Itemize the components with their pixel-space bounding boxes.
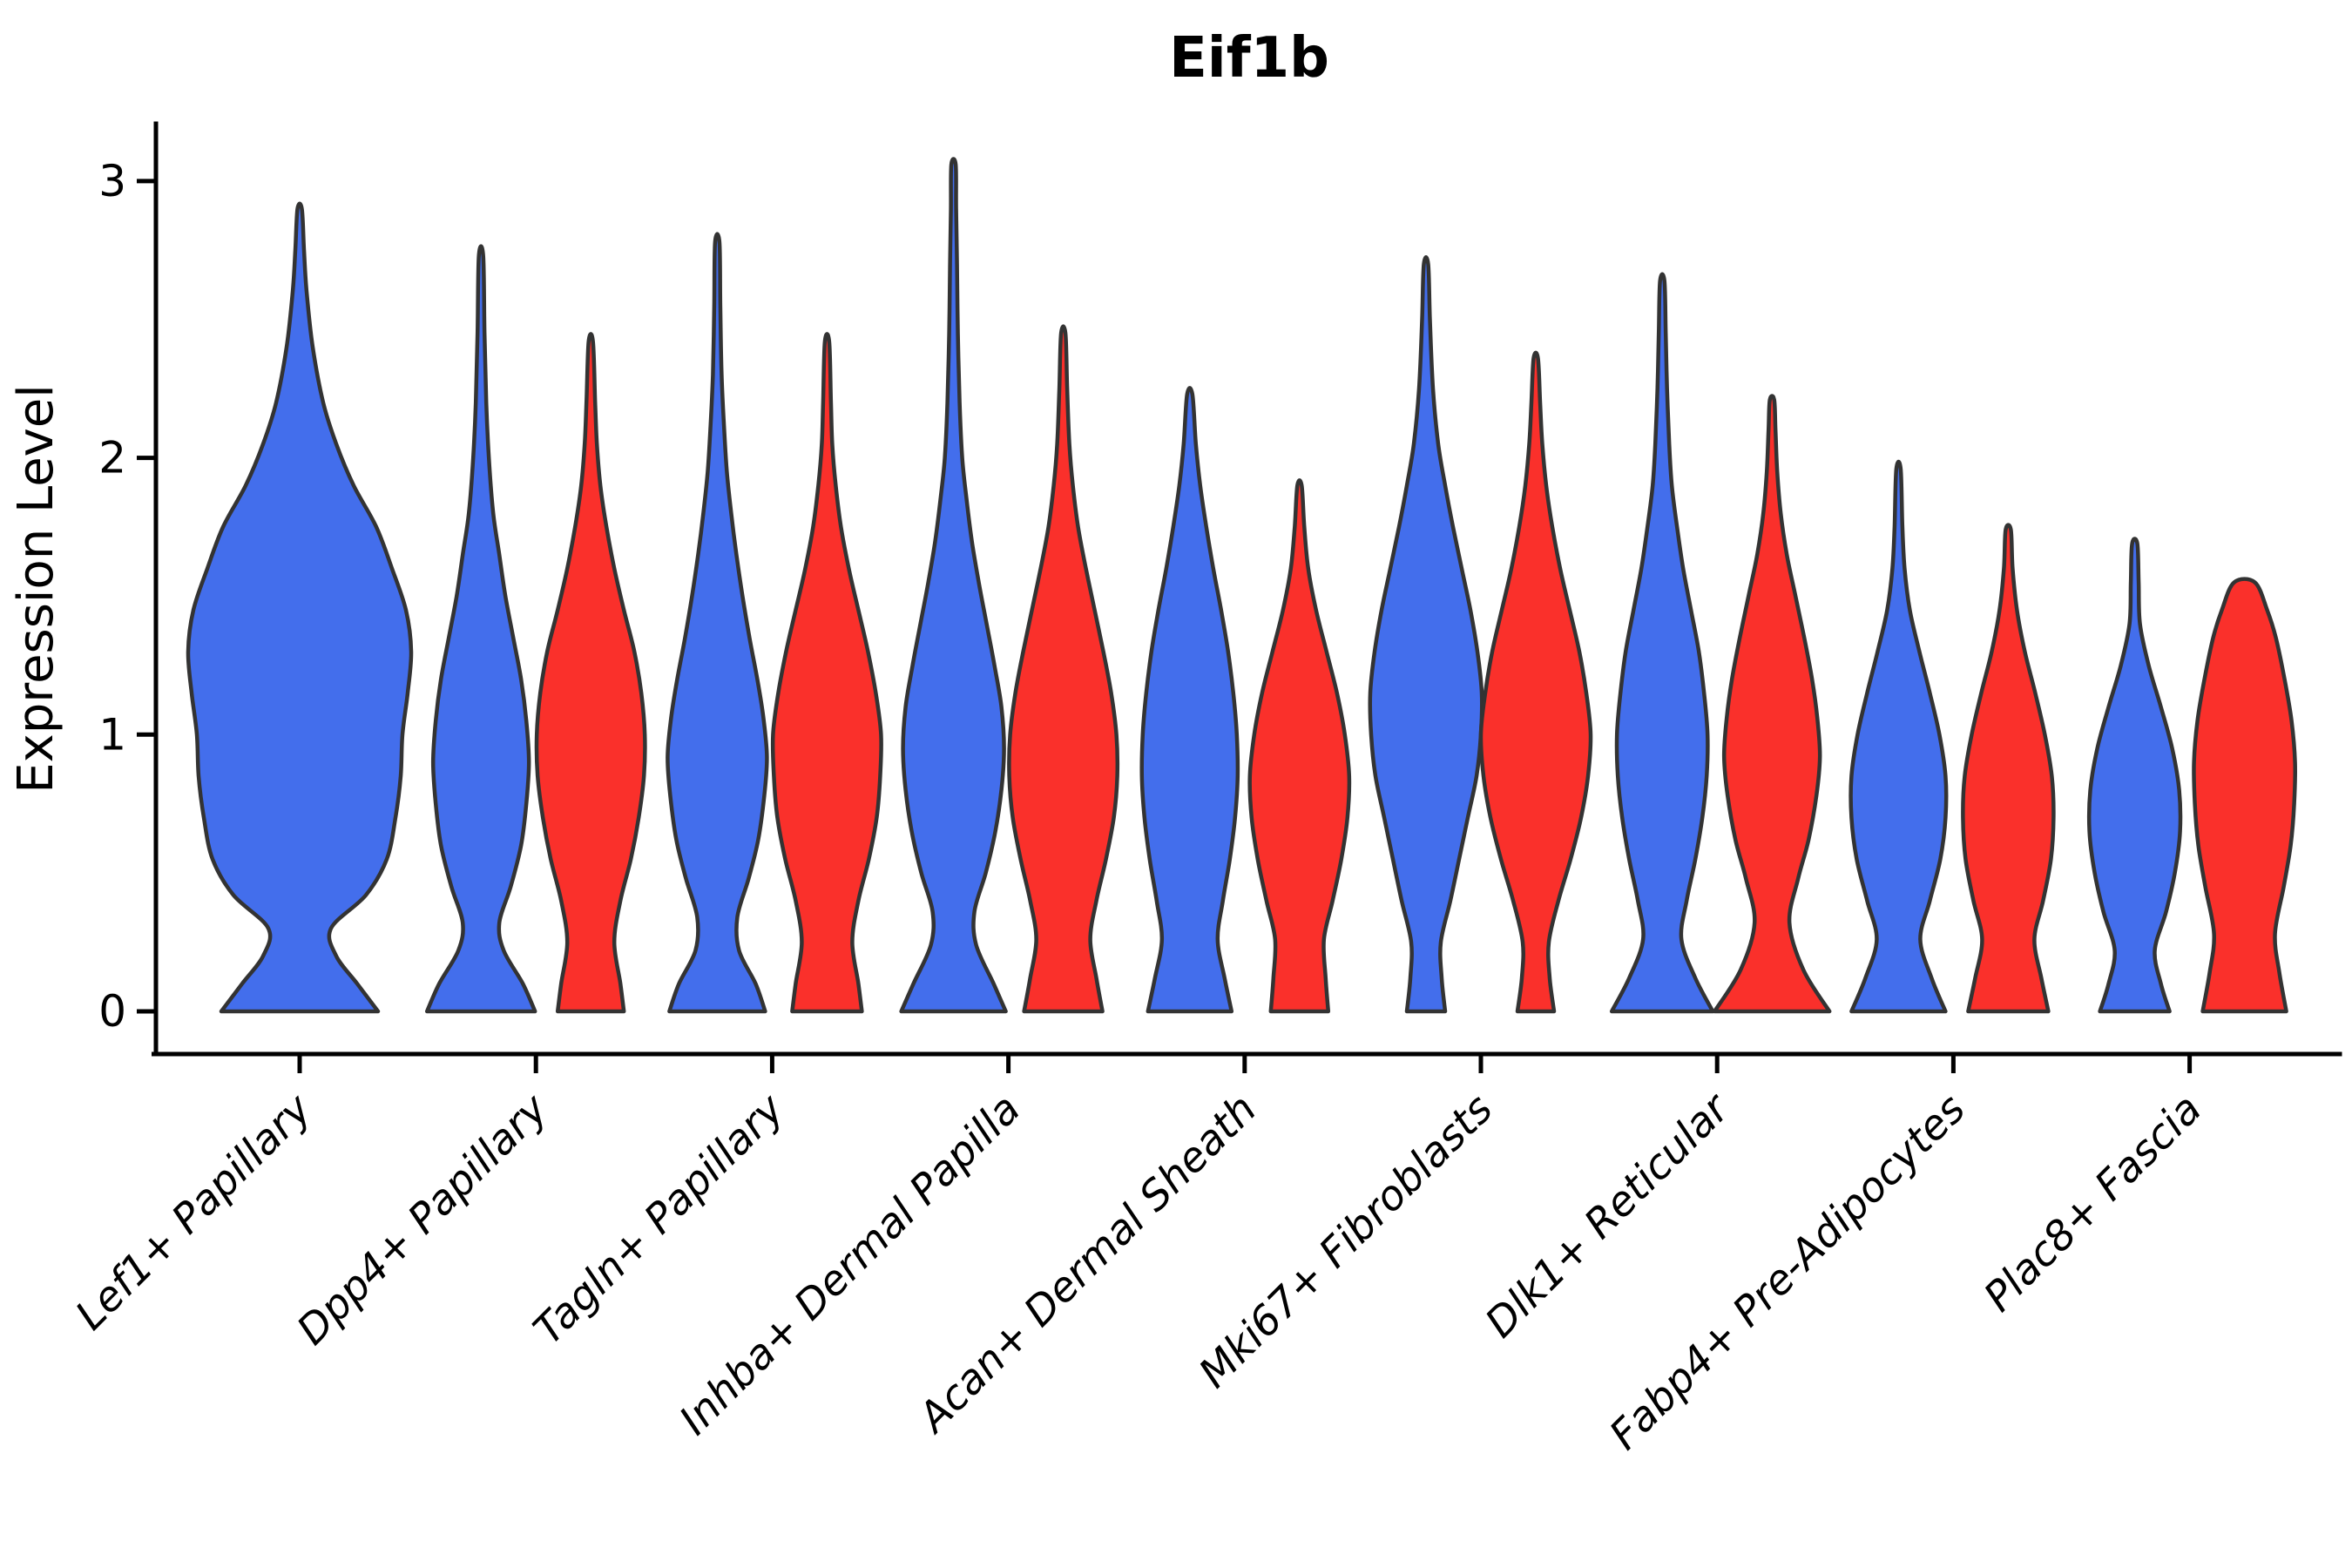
violin-inhba-dermal-papilla-blue xyxy=(899,157,1008,1014)
violin-dlk1-reticular-red xyxy=(1712,394,1832,1014)
violin-dpp4-papillary-red xyxy=(534,332,647,1014)
y-tick-label-1: 1 xyxy=(98,709,126,760)
chart-title: Eif1b xyxy=(1169,26,1329,91)
violin-fabp4-pre-adipocytes-blue xyxy=(1848,459,1949,1014)
y-axis-label: Expression Level xyxy=(8,384,64,794)
violin-plac8-fascia-red xyxy=(2192,577,2298,1014)
x-tick-label-plac8-fascia: Plac8+ Fascia xyxy=(1975,1085,2211,1321)
violin-inhba-dermal-papilla-red xyxy=(1007,324,1120,1014)
y-tick-label-3: 3 xyxy=(98,156,126,206)
violin-mki67-fibroblasts-red xyxy=(1478,350,1593,1014)
y-tick-label-2: 2 xyxy=(98,433,126,483)
violin-tagln-papillary-blue xyxy=(666,232,769,1014)
violin-lef1-papillary-blue xyxy=(186,201,414,1014)
violin-dlk1-reticular-blue xyxy=(1609,272,1715,1014)
y-tick-label-0: 0 xyxy=(98,986,126,1037)
violin-tagln-papillary-red xyxy=(770,332,883,1014)
violin-acan-dermal-sheath-red xyxy=(1247,478,1352,1014)
violin-mki67-fibroblasts-blue xyxy=(1368,255,1484,1014)
x-tick-label-lef1-papillary: Lef1+ Papillary xyxy=(66,1085,321,1340)
violin-fabp4-pre-adipocytes-red xyxy=(1961,523,2056,1014)
violin-plac8-fascia-blue xyxy=(2086,537,2183,1014)
violin-acan-dermal-sheath-blue xyxy=(1139,386,1240,1014)
x-tick-label-dlk1-reticular: Dlk1+ Reticular xyxy=(1477,1084,1740,1348)
violin-dpp4-papillary-blue xyxy=(424,244,537,1014)
violins-layer xyxy=(186,157,2298,1014)
x-tick-label-dpp4-papillary: Dpp4+ Papillary xyxy=(288,1085,558,1355)
x-tick-label-tagln-papillary: Tagln+ Papillary xyxy=(524,1085,794,1355)
